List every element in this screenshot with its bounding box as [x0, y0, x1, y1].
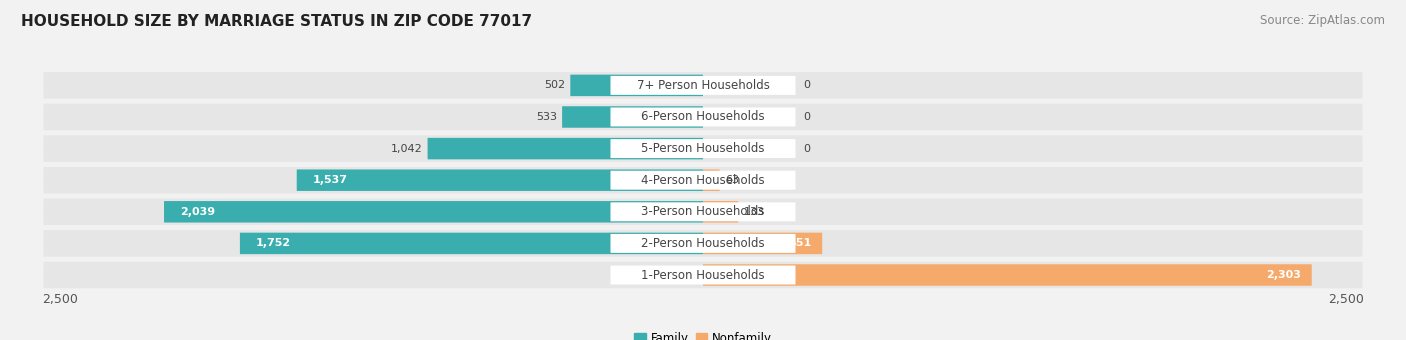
Text: 133: 133 — [744, 207, 765, 217]
Text: 2,039: 2,039 — [180, 207, 215, 217]
FancyBboxPatch shape — [297, 169, 703, 191]
Legend: Family, Nonfamily: Family, Nonfamily — [630, 327, 776, 340]
Text: 63: 63 — [725, 175, 740, 185]
FancyBboxPatch shape — [427, 138, 703, 159]
Text: 2,500: 2,500 — [1327, 293, 1364, 306]
FancyBboxPatch shape — [44, 199, 1362, 225]
FancyBboxPatch shape — [610, 76, 796, 95]
FancyBboxPatch shape — [610, 266, 796, 285]
FancyBboxPatch shape — [703, 233, 823, 254]
FancyBboxPatch shape — [610, 139, 796, 158]
FancyBboxPatch shape — [562, 106, 703, 128]
FancyBboxPatch shape — [44, 104, 1362, 130]
FancyBboxPatch shape — [610, 202, 796, 221]
Text: 4-Person Households: 4-Person Households — [641, 174, 765, 187]
Text: 1-Person Households: 1-Person Households — [641, 269, 765, 282]
FancyBboxPatch shape — [44, 262, 1362, 288]
FancyBboxPatch shape — [571, 75, 703, 96]
FancyBboxPatch shape — [44, 72, 1362, 99]
Text: 0: 0 — [803, 143, 810, 154]
FancyBboxPatch shape — [703, 201, 738, 223]
Text: 2,303: 2,303 — [1267, 270, 1301, 280]
Text: 3-Person Households: 3-Person Households — [641, 205, 765, 218]
Text: HOUSEHOLD SIZE BY MARRIAGE STATUS IN ZIP CODE 77017: HOUSEHOLD SIZE BY MARRIAGE STATUS IN ZIP… — [21, 14, 533, 29]
FancyBboxPatch shape — [703, 169, 720, 191]
Text: 0: 0 — [803, 112, 810, 122]
Text: 1,537: 1,537 — [312, 175, 347, 185]
FancyBboxPatch shape — [703, 264, 1312, 286]
Text: 7+ Person Households: 7+ Person Households — [637, 79, 769, 92]
FancyBboxPatch shape — [610, 234, 796, 253]
Text: 533: 533 — [536, 112, 557, 122]
FancyBboxPatch shape — [44, 230, 1362, 257]
Text: 2-Person Households: 2-Person Households — [641, 237, 765, 250]
Text: 1,042: 1,042 — [391, 143, 422, 154]
Text: 1,752: 1,752 — [256, 238, 291, 249]
FancyBboxPatch shape — [240, 233, 703, 254]
Text: 0: 0 — [803, 80, 810, 90]
Text: 6-Person Households: 6-Person Households — [641, 110, 765, 123]
Text: 5-Person Households: 5-Person Households — [641, 142, 765, 155]
Text: 451: 451 — [789, 238, 811, 249]
FancyBboxPatch shape — [44, 167, 1362, 193]
Text: 502: 502 — [544, 80, 565, 90]
FancyBboxPatch shape — [165, 201, 703, 223]
Text: Source: ZipAtlas.com: Source: ZipAtlas.com — [1260, 14, 1385, 27]
FancyBboxPatch shape — [44, 135, 1362, 162]
Text: 2,500: 2,500 — [42, 293, 79, 306]
FancyBboxPatch shape — [610, 171, 796, 190]
FancyBboxPatch shape — [610, 107, 796, 126]
